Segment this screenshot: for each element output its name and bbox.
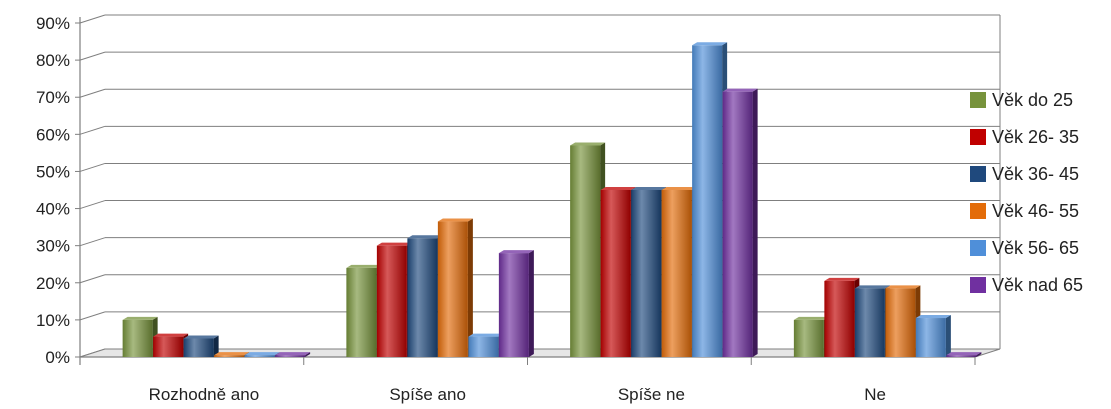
x-category-label: Rozhodně ano <box>149 385 260 404</box>
y-tick-label: 80% <box>36 51 70 70</box>
bar <box>915 315 951 357</box>
legend-swatch <box>970 129 986 145</box>
legend-swatch <box>970 92 986 108</box>
legend-label: Věk do 25 <box>992 90 1073 110</box>
gridline-depth <box>79 274 106 284</box>
gridline-depth <box>79 237 106 247</box>
gridline-depth <box>79 162 106 172</box>
legend-label: Věk 46- 55 <box>992 201 1079 221</box>
x-axis-categories: Rozhodně ano Spíše ano Spíše ne Ne <box>79 357 976 404</box>
bar <box>244 352 280 357</box>
y-axis-ticks: 0% 10% 20% 30% 40% 50% 60% 70% 80% 90% <box>36 14 80 367</box>
x-category-label: Spíše ano <box>389 385 466 404</box>
bar <box>275 352 311 357</box>
bar <box>468 333 504 357</box>
legend-item: Věk nad 65 <box>970 275 1083 295</box>
legend-swatch <box>970 203 986 219</box>
bar <box>946 352 982 357</box>
bar <box>376 242 412 357</box>
gridline-depth <box>79 125 106 135</box>
legend-swatch <box>970 166 986 182</box>
legend-label: Věk nad 65 <box>992 275 1083 295</box>
y-tick-label: 40% <box>36 200 70 219</box>
bar <box>793 316 829 357</box>
y-tick-label: 30% <box>36 237 70 256</box>
gridline-depth <box>79 14 106 24</box>
legend-item: Věk 46- 55 <box>970 201 1079 221</box>
gridline-depth <box>79 88 106 98</box>
legend-label: Věk 36- 45 <box>992 164 1079 184</box>
bar <box>854 285 890 357</box>
bar <box>692 42 728 358</box>
gridlines <box>79 14 1001 358</box>
bar <box>346 264 382 357</box>
gridline-depth <box>79 200 106 210</box>
bar <box>722 88 758 358</box>
bar <box>407 235 443 357</box>
legend-label: Věk 26- 35 <box>992 127 1079 147</box>
y-tick-label: 20% <box>36 274 70 293</box>
bar <box>214 352 250 357</box>
legend-swatch <box>970 277 986 293</box>
bar <box>824 277 860 357</box>
legend-swatch <box>970 240 986 256</box>
gridline-depth <box>79 51 106 61</box>
bar <box>570 142 606 357</box>
legend-item: Věk do 25 <box>970 90 1073 110</box>
bar <box>885 285 921 357</box>
y-tick-label: 50% <box>36 162 70 181</box>
bar <box>183 335 219 357</box>
x-category-label: Spíše ne <box>618 385 685 404</box>
legend-label: Věk 56- 65 <box>992 238 1079 258</box>
gridline-depth <box>79 311 106 321</box>
y-tick-label: 90% <box>36 14 70 33</box>
legend-item: Věk 26- 35 <box>970 127 1079 147</box>
y-tick-label: 60% <box>36 125 70 144</box>
bar <box>661 187 697 357</box>
legend-item: Věk 56- 65 <box>970 238 1079 258</box>
bar <box>153 333 189 357</box>
bars <box>122 42 982 358</box>
bar <box>600 187 636 357</box>
bar <box>437 218 473 357</box>
legend-item: Věk 36- 45 <box>970 164 1079 184</box>
legend: Věk do 25 Věk 26- 35 Věk 36- 45 Věk 46- 55 V… <box>970 90 1083 295</box>
y-tick-label: 10% <box>36 311 70 330</box>
bar <box>122 316 158 357</box>
y-tick-label: 0% <box>45 348 70 367</box>
bar <box>498 250 534 357</box>
bar <box>631 187 667 357</box>
y-tick-label: 70% <box>36 88 70 107</box>
x-category-label: Ne <box>864 385 886 404</box>
